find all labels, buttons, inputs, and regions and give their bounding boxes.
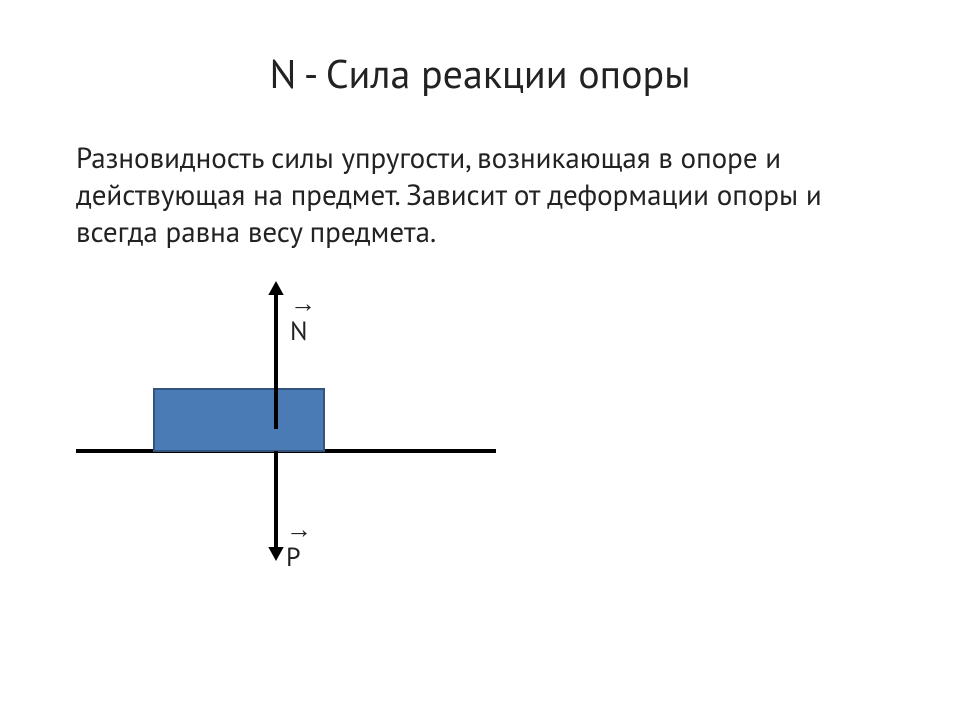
force-p-arrow — [268, 451, 283, 561]
force-n-head — [268, 281, 283, 295]
force-p-head — [268, 547, 283, 561]
force-p-label: P — [286, 545, 301, 571]
force-n-overarrow: → — [290, 291, 316, 317]
force-diagram: → N → P — [76, 261, 516, 571]
force-n-label: N — [290, 319, 308, 345]
definition-text: Разновидность силы упругости, возникающа… — [56, 140, 904, 251]
page-title: N - Сила реакции опоры — [56, 48, 904, 100]
force-p-overarrow: → — [286, 517, 312, 543]
block-rect — [154, 389, 324, 451]
